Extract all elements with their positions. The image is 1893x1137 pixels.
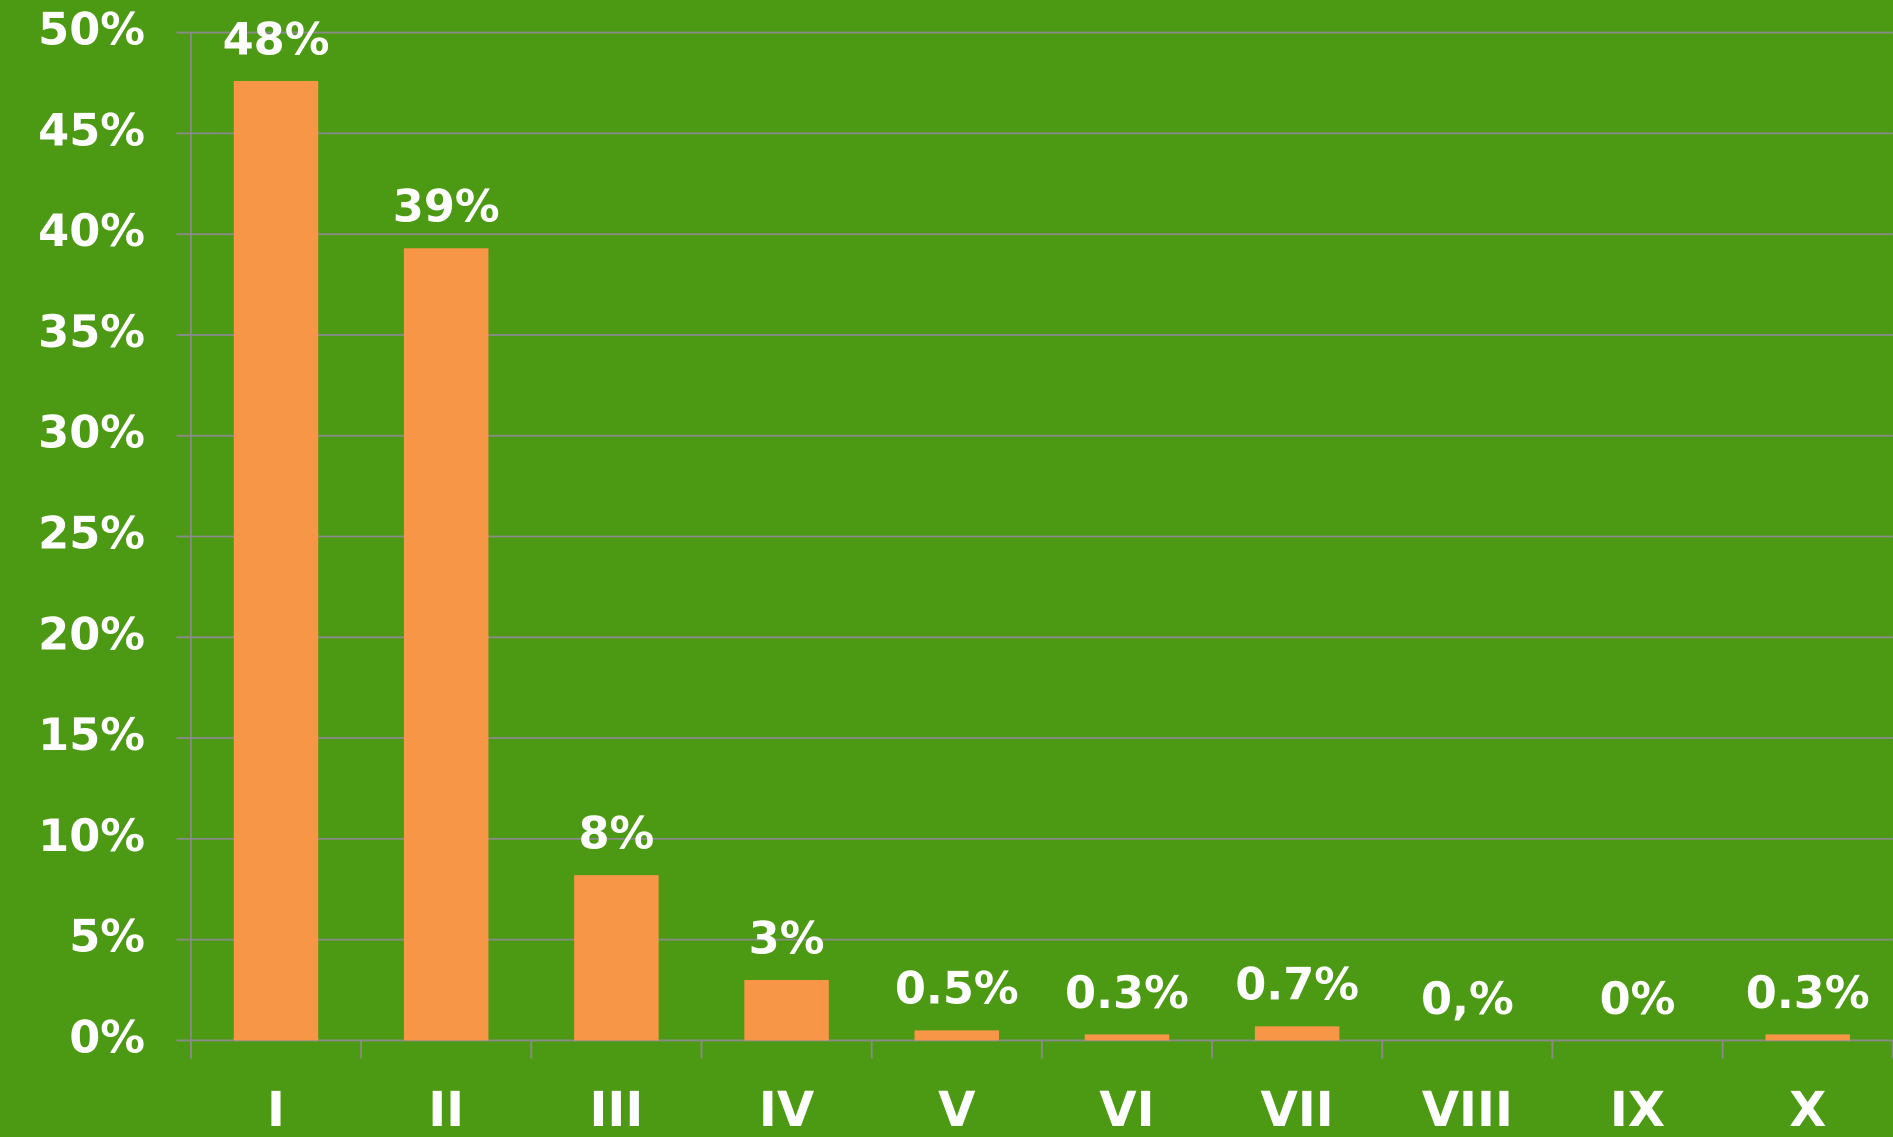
x-tick-label: V [938,1082,976,1137]
y-tick-label: 20% [38,608,145,660]
x-tick-label: I [267,1082,285,1137]
value-label: 39% [393,181,500,233]
bar [574,875,659,1041]
value-label: 0.5% [895,963,1019,1015]
y-tick-label: 30% [38,407,145,459]
bar [744,979,829,1041]
y-tick-label: 5% [69,911,145,963]
value-label: 0.7% [1235,959,1359,1011]
bar [1254,1026,1340,1041]
x-tick-label: X [1789,1082,1826,1137]
value-label: 3% [749,912,825,964]
x-tick-label: IV [759,1082,815,1137]
y-tick-label: 45% [38,104,145,156]
x-tick-label: VIII [1422,1082,1513,1137]
bar [1084,1034,1170,1041]
x-tick-label: VI [1099,1082,1154,1137]
bar [1765,1034,1850,1041]
y-tick-label: 50% [38,4,145,56]
x-tick-label: II [428,1082,464,1137]
y-tick-label: 0% [69,1011,145,1063]
value-label: 0.3% [1065,967,1189,1019]
value-label: 8% [578,808,654,860]
value-label: 0% [1600,973,1676,1025]
y-tick-label: 10% [38,810,145,862]
value-label: 0,% [1421,973,1514,1025]
value-label: 48% [223,13,330,65]
value-label: 0.3% [1746,967,1870,1019]
y-tick-label: 35% [38,306,145,358]
x-tick-label: VII [1260,1082,1333,1137]
y-tick-label: 25% [38,508,145,560]
x-tick-label: III [589,1082,643,1137]
x-tick-label: IX [1610,1082,1665,1137]
bar [914,1030,1000,1041]
bar [233,80,319,1041]
bar [403,248,489,1041]
y-tick-label: 40% [38,205,145,257]
y-tick-label: 15% [38,709,145,761]
